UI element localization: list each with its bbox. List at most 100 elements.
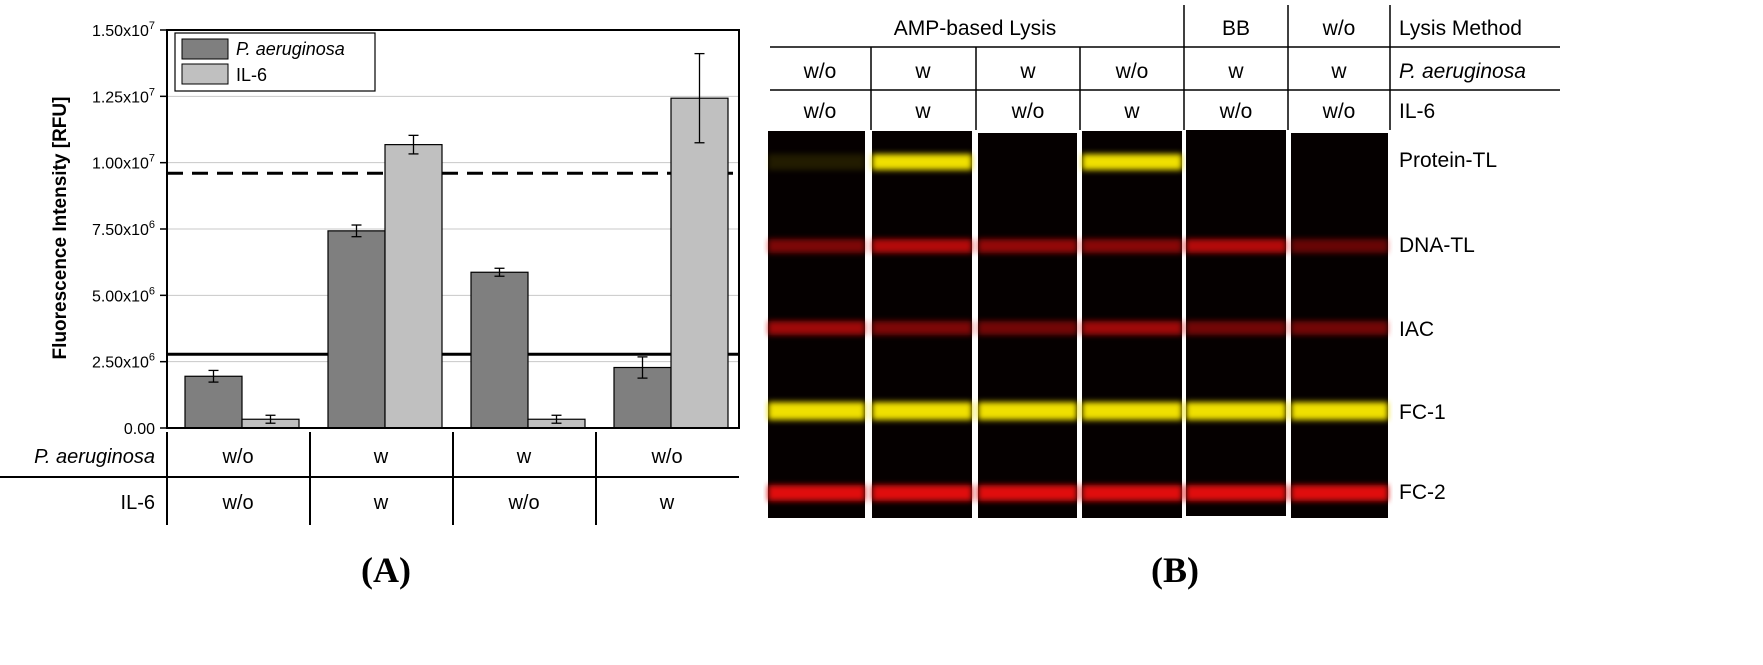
error-bar bbox=[265, 414, 276, 424]
band-label-dna-tl: DNA-TL bbox=[1399, 234, 1475, 257]
band-label-protein-tl: Protein-TL bbox=[1399, 149, 1497, 172]
band-iac bbox=[768, 321, 865, 335]
row-label-lysis-method: Lysis Method bbox=[1399, 17, 1522, 40]
band-fc-2 bbox=[978, 485, 1077, 501]
y-tick-label: 1.00x107 bbox=[92, 153, 155, 173]
condition-table: P. aeruginosa IL-6 w/o w w w/o w/o w w/o… bbox=[0, 432, 739, 525]
il6-cell-1: w/o bbox=[803, 100, 837, 123]
band-iac bbox=[872, 321, 972, 335]
pa-cell-2: w bbox=[914, 60, 931, 83]
band-fc-1 bbox=[1186, 402, 1286, 420]
test-strip-3 bbox=[978, 133, 1077, 518]
cell-pa-1: w/o bbox=[221, 446, 253, 468]
band-fc-1 bbox=[978, 402, 1077, 420]
y-tick-label: 5.00x106 bbox=[92, 285, 155, 305]
band-fc-2 bbox=[1186, 485, 1286, 501]
lysis-group-bb: BB bbox=[1222, 17, 1250, 40]
y-tick-label: 0.00 bbox=[124, 421, 155, 438]
cell-pa-4: w/o bbox=[650, 446, 682, 468]
pa-cell-5: w bbox=[1227, 60, 1244, 83]
legend-swatch-p-aeruginosa bbox=[181, 38, 229, 60]
test-strip-2 bbox=[872, 131, 972, 518]
lysis-group-without: w/o bbox=[1322, 17, 1356, 40]
y-tick-label: 2.50x106 bbox=[92, 352, 155, 372]
bar-il-6-2 bbox=[384, 144, 443, 429]
panel-b-label: (B) bbox=[1151, 550, 1199, 590]
bar-p-aeruginosa-2 bbox=[327, 230, 386, 429]
band-iac bbox=[1291, 321, 1388, 335]
band-fc-1 bbox=[1291, 402, 1388, 420]
band-protein-tl bbox=[872, 154, 972, 170]
band-protein-tl bbox=[768, 154, 865, 170]
bar-p-aeruginosa-1 bbox=[184, 375, 243, 429]
il6-cell-6: w/o bbox=[1322, 100, 1356, 123]
bars bbox=[184, 97, 729, 429]
pa-cell-3: w bbox=[1019, 60, 1036, 83]
cell-il6-1: w/o bbox=[221, 492, 253, 514]
band-fc-2 bbox=[1082, 485, 1182, 501]
error-bar bbox=[494, 267, 505, 277]
band-fc-2 bbox=[768, 485, 865, 501]
band-label-fc-1: FC-1 bbox=[1399, 401, 1446, 424]
error-bar bbox=[694, 52, 705, 144]
band-dna-tl bbox=[768, 239, 865, 253]
panel-a-label: (A) bbox=[361, 550, 411, 590]
band-labels: Protein-TL DNA-TL IAC FC-1 FC-2 bbox=[1399, 149, 1497, 504]
error-bar bbox=[551, 414, 562, 424]
cell-pa-2: w bbox=[373, 446, 389, 468]
band-dna-tl bbox=[978, 239, 1077, 253]
pa-row: w/o w w w/o w w bbox=[803, 60, 1348, 83]
band-iac bbox=[1186, 321, 1286, 335]
test-strips bbox=[768, 130, 1388, 518]
legend-label-p-aeruginosa: P. aeruginosa bbox=[236, 39, 345, 59]
il6-cell-5: w/o bbox=[1219, 100, 1253, 123]
lysis-group-amp: AMP-based Lysis bbox=[894, 17, 1057, 40]
band-fc-1 bbox=[872, 402, 972, 420]
band-fc-1 bbox=[768, 402, 865, 420]
band-dna-tl bbox=[872, 239, 972, 253]
bar-p-aeruginosa-3 bbox=[470, 271, 529, 429]
error-bar bbox=[637, 356, 648, 379]
pa-cell-6: w bbox=[1330, 60, 1347, 83]
band-fc-2 bbox=[872, 485, 972, 501]
band-fc-1 bbox=[1082, 402, 1182, 420]
test-strip-5 bbox=[1186, 130, 1286, 516]
band-dna-tl bbox=[1291, 239, 1388, 253]
band-dna-tl bbox=[1082, 239, 1182, 253]
band-fc-2 bbox=[1291, 485, 1388, 501]
legend-swatch-il-6 bbox=[181, 63, 229, 85]
row-label-p-aeruginosa: P. aeruginosa bbox=[34, 446, 155, 468]
band-iac bbox=[1082, 321, 1182, 335]
error-bar bbox=[351, 224, 362, 238]
row-label-p-aeruginosa: P. aeruginosa bbox=[1399, 60, 1526, 83]
y-tick-label: 1.50x107 bbox=[92, 20, 155, 40]
row-label-il-6: IL-6 bbox=[1399, 100, 1435, 123]
test-strip-6 bbox=[1291, 133, 1388, 518]
grid-lines bbox=[167, 95, 739, 363]
test-strip-4 bbox=[1082, 131, 1182, 518]
band-iac bbox=[978, 321, 1077, 335]
y-axis-label: Fluorescence Intensity [RFU] bbox=[50, 97, 71, 360]
panel-b-strips: AMP-based Lysis BB w/o Lysis Method P. a… bbox=[768, 5, 1560, 590]
cell-il6-3: w/o bbox=[507, 492, 539, 514]
pa-cell-4: w/o bbox=[1115, 60, 1149, 83]
y-tick-label: 1.25x107 bbox=[92, 86, 155, 106]
band-dna-tl bbox=[1186, 239, 1286, 253]
test-strip-1 bbox=[768, 131, 865, 518]
il6-cell-4: w bbox=[1123, 100, 1140, 123]
error-bar bbox=[208, 369, 219, 383]
il6-cell-3: w/o bbox=[1011, 100, 1045, 123]
pa-cell-1: w/o bbox=[803, 60, 837, 83]
legend: P. aeruginosa IL-6 bbox=[174, 32, 376, 92]
cell-il6-2: w bbox=[373, 492, 389, 514]
cell-il6-4: w bbox=[659, 492, 675, 514]
band-label-fc-2: FC-2 bbox=[1399, 481, 1446, 504]
band-protein-tl bbox=[1082, 154, 1182, 170]
panel-a-chart: 0.00 2.50x106 5.00x106 7.50x106 1.00x107 1.25… bbox=[0, 20, 740, 590]
il6-row: w/o w w/o w w/o w/o bbox=[803, 100, 1356, 123]
cell-pa-3: w bbox=[516, 446, 532, 468]
band-label-iac: IAC bbox=[1399, 318, 1434, 341]
il6-cell-2: w bbox=[914, 100, 931, 123]
legend-label-il-6: IL-6 bbox=[236, 65, 267, 85]
